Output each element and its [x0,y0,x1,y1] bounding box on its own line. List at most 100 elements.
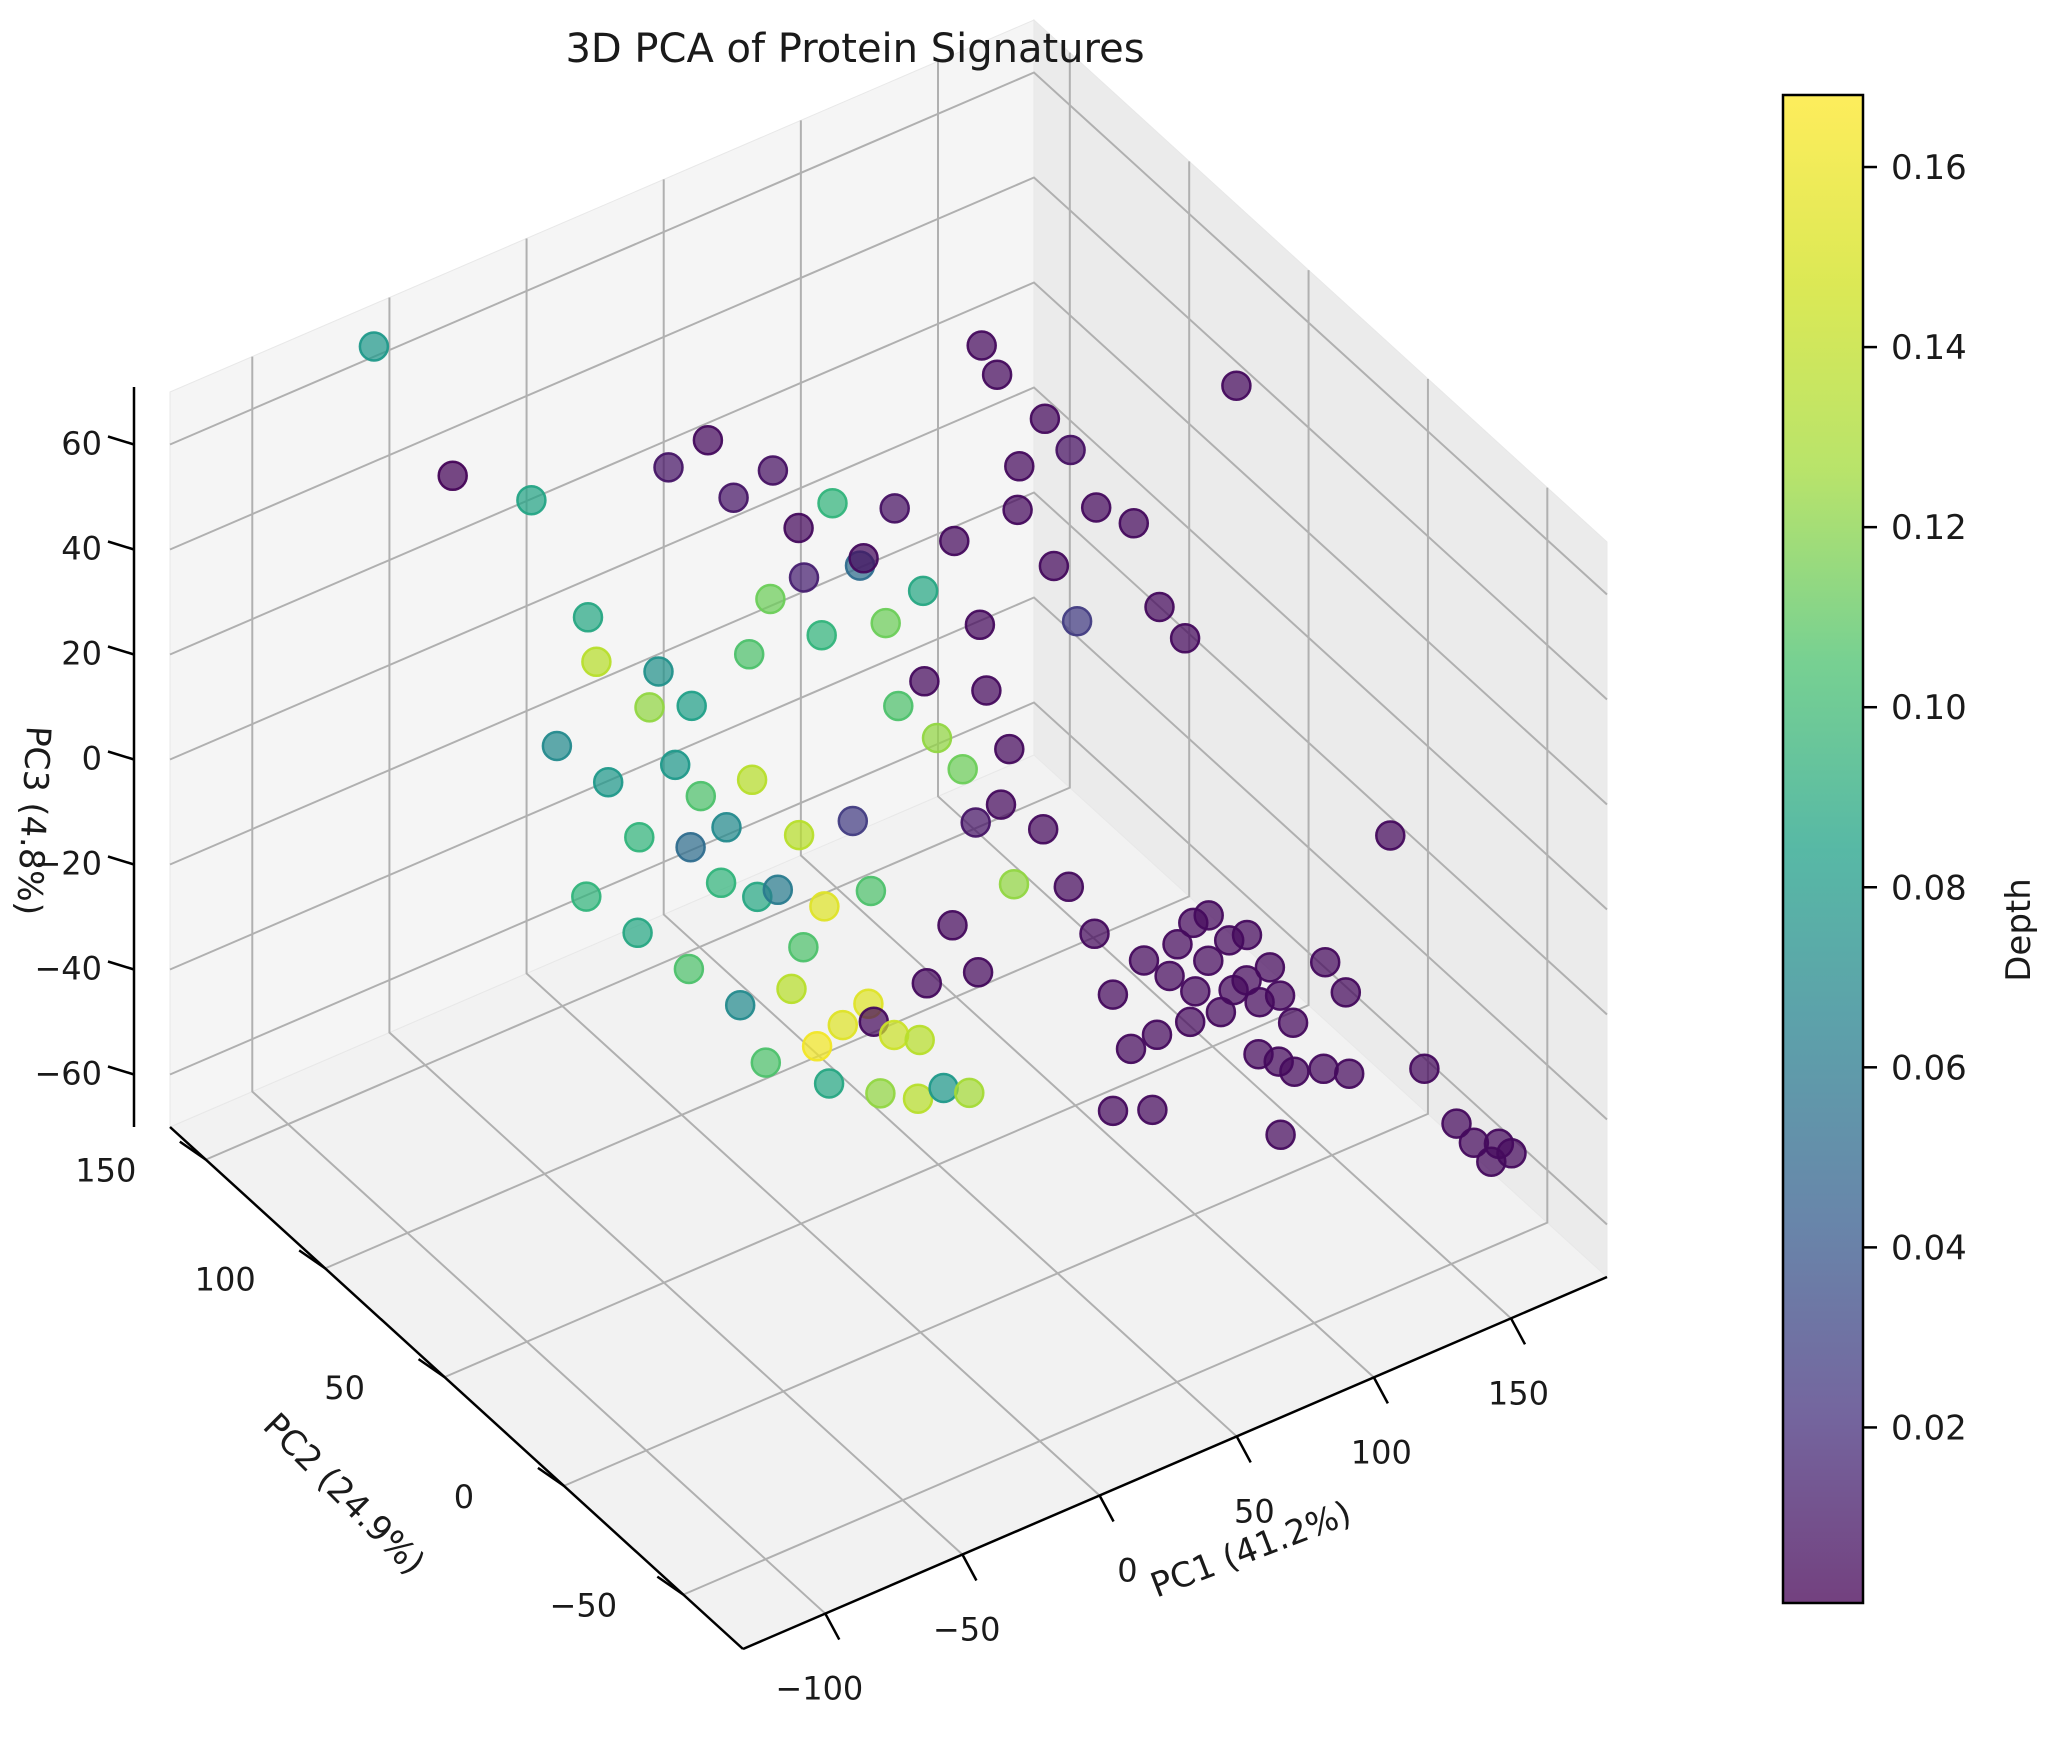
data-point [827,1009,859,1041]
x-tick-mark [1235,1435,1252,1464]
data-point [1277,1007,1309,1038]
data-point [971,675,1002,706]
scatter-points [358,330,1527,1177]
data-point [985,789,1017,820]
data-point [676,690,707,722]
data-point [1154,960,1185,992]
data-point [1279,1056,1310,1087]
data-point [659,749,691,781]
z-tick-mark [107,960,135,971]
data-point [1180,976,1211,1007]
colorbar-tick-label: 0.06 [1891,1048,1967,1088]
data-point [907,575,939,607]
data-point [788,562,820,593]
z-tick-label: 40 [61,530,102,568]
data-point [813,1068,845,1099]
z-tick-mark [107,1065,135,1076]
data-point [1118,508,1150,539]
data-point [848,543,879,574]
data-point [1265,1119,1296,1151]
data-point [1174,1006,1206,1038]
colorbar-tick-label: 0.12 [1891,508,1967,548]
data-point [755,583,786,615]
z-tick-label: −60 [34,1055,102,1093]
colorbar-tick-label: 0.14 [1891,328,1967,368]
data-point [939,525,970,557]
y-axis-label: PC2 (24.9%) [255,1405,433,1583]
data-point [806,619,837,651]
gridline-z [169,176,1608,701]
data-point [1053,871,1085,903]
tick-labels: −100 −50 0 50 100 150 −50 0 50 100 150 −60 −40 −20 0 20… [34,425,1549,1708]
data-point [855,875,887,907]
data-point [783,819,815,851]
gridline-x [525,238,1101,1497]
data-point [592,766,624,798]
x-axis-line [742,1275,1608,1651]
data-point [937,910,968,941]
data-point [883,690,914,722]
data-point [947,753,978,785]
y-tick-mark [537,1466,565,1487]
data-point [673,953,705,985]
colorbar-tick-label: 0.08 [1891,868,1967,908]
z-tick-mark [107,435,135,446]
gridline-y [563,378,1429,1487]
y-tick-label: −50 [550,1587,618,1625]
data-point [634,692,665,723]
z-tick-label: 60 [61,425,102,463]
data-point [928,1072,959,1104]
y-tick-mark [298,1249,326,1270]
data-point [643,656,674,687]
y-axis-line [169,1126,744,1650]
data-point [1004,451,1035,482]
gridline-x [799,120,1375,1379]
gridline-x [388,297,964,1556]
data-point [358,331,390,362]
gridline-z [169,71,1608,596]
z-tick-mark [107,645,135,656]
data-point [1309,946,1341,978]
x-tick-label: −100 [775,1670,863,1708]
data-point [1038,550,1070,582]
data-point [1137,1094,1168,1126]
colorbar-tick-label: 0.04 [1891,1228,1967,1268]
gridline-y [205,52,1071,1161]
gridline-z [169,281,1608,806]
data-point [1144,591,1175,623]
data-point [788,931,819,963]
data-point [878,1019,910,1051]
chart-title: 3D PCA of Protein Signatures [565,26,1144,72]
gridline-y [682,487,1549,1596]
data-point [1330,977,1362,1008]
data-point [981,359,1013,390]
data-point [724,989,756,1021]
data-point [685,780,717,812]
z-tick-mark [107,750,135,761]
data-point [1231,919,1263,951]
data-point [581,646,612,678]
data-point [762,874,794,906]
data-point [1027,814,1059,845]
data-point [757,455,789,486]
data-point [994,733,1025,765]
data-point [960,807,991,838]
y-tick-mark [179,1140,207,1161]
gridline-y [324,161,1191,1270]
data-point [1193,900,1224,931]
x-tick-mark [1098,1494,1115,1523]
data-point [571,881,602,912]
data-point [909,666,940,697]
colorbar-ticks: 0.02 0.04 0.06 0.08 0.10 0.12 0.14 0.16 [1863,148,1967,1448]
x-tick-mark [1372,1376,1389,1404]
x-tick-mark [961,1553,978,1582]
data-point [879,493,910,524]
data-point [801,1031,833,1062]
gridline-y [444,270,1310,1379]
data-point [1308,1053,1339,1085]
data-point [809,891,840,922]
z-tick-label: 20 [61,635,102,673]
y-tick-label: 150 [75,1152,136,1190]
